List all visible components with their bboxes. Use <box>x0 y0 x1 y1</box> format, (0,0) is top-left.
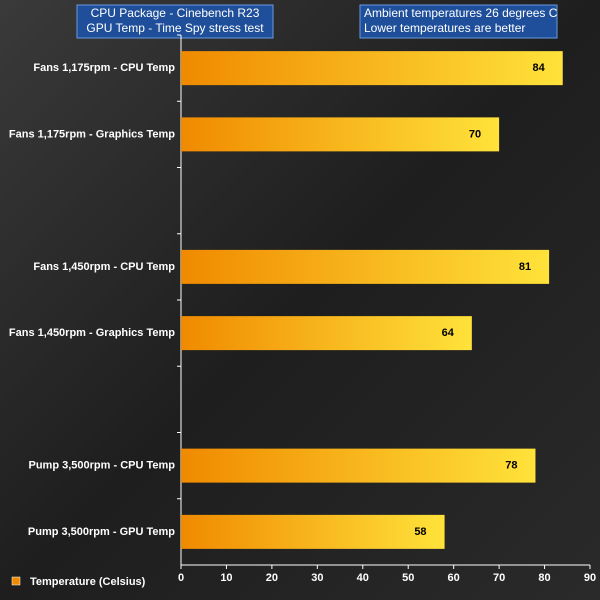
y-tick-label: Pump 3,500rpm - CPU Temp <box>29 460 176 472</box>
annotation: Ambient temperatures 26 degrees C <box>364 6 558 20</box>
value-label: 64 <box>442 327 455 339</box>
legend-label: Temperature (Celsius) <box>30 576 146 588</box>
bar <box>181 448 536 483</box>
bar <box>181 51 563 86</box>
bar <box>181 249 550 284</box>
x-tick-label: 70 <box>493 572 505 584</box>
annotation: Lower temperatures are better <box>364 21 525 35</box>
x-tick-label: 30 <box>311 572 323 584</box>
x-tick-label: 60 <box>448 572 460 584</box>
value-label: 81 <box>519 261 531 273</box>
value-label: 58 <box>414 526 426 538</box>
legend-swatch <box>11 576 21 586</box>
chart-title: CPU Package - Cinebench R23 <box>91 6 260 20</box>
bar <box>181 514 445 549</box>
bar <box>181 117 500 152</box>
chart-subtitle: GPU Temp - Time Spy stress test <box>86 21 264 35</box>
y-tick-label: Fans 1,175rpm - CPU Temp <box>33 62 175 74</box>
title-box <box>76 4 274 39</box>
y-tick-label: Pump 3,500rpm - GPU Temp <box>28 526 175 538</box>
x-tick-label: 40 <box>357 572 369 584</box>
bar <box>181 316 472 351</box>
value-label: 78 <box>505 460 517 472</box>
y-tick-label: Fans 1,450rpm - Graphics Temp <box>9 327 175 339</box>
x-tick-label: 20 <box>266 572 278 584</box>
annotation-box <box>359 4 558 39</box>
x-tick-label: 10 <box>220 572 232 584</box>
x-tick-label: 50 <box>402 572 414 584</box>
x-tick-label: 0 <box>178 572 184 584</box>
x-tick-label: 80 <box>538 572 550 584</box>
value-label: 70 <box>469 128 481 140</box>
y-tick-label: Fans 1,175rpm - Graphics Temp <box>9 128 175 140</box>
y-tick-label: Fans 1,450rpm - CPU Temp <box>33 261 175 273</box>
x-tick-label: 90 <box>584 572 596 584</box>
value-label: 84 <box>532 62 545 74</box>
